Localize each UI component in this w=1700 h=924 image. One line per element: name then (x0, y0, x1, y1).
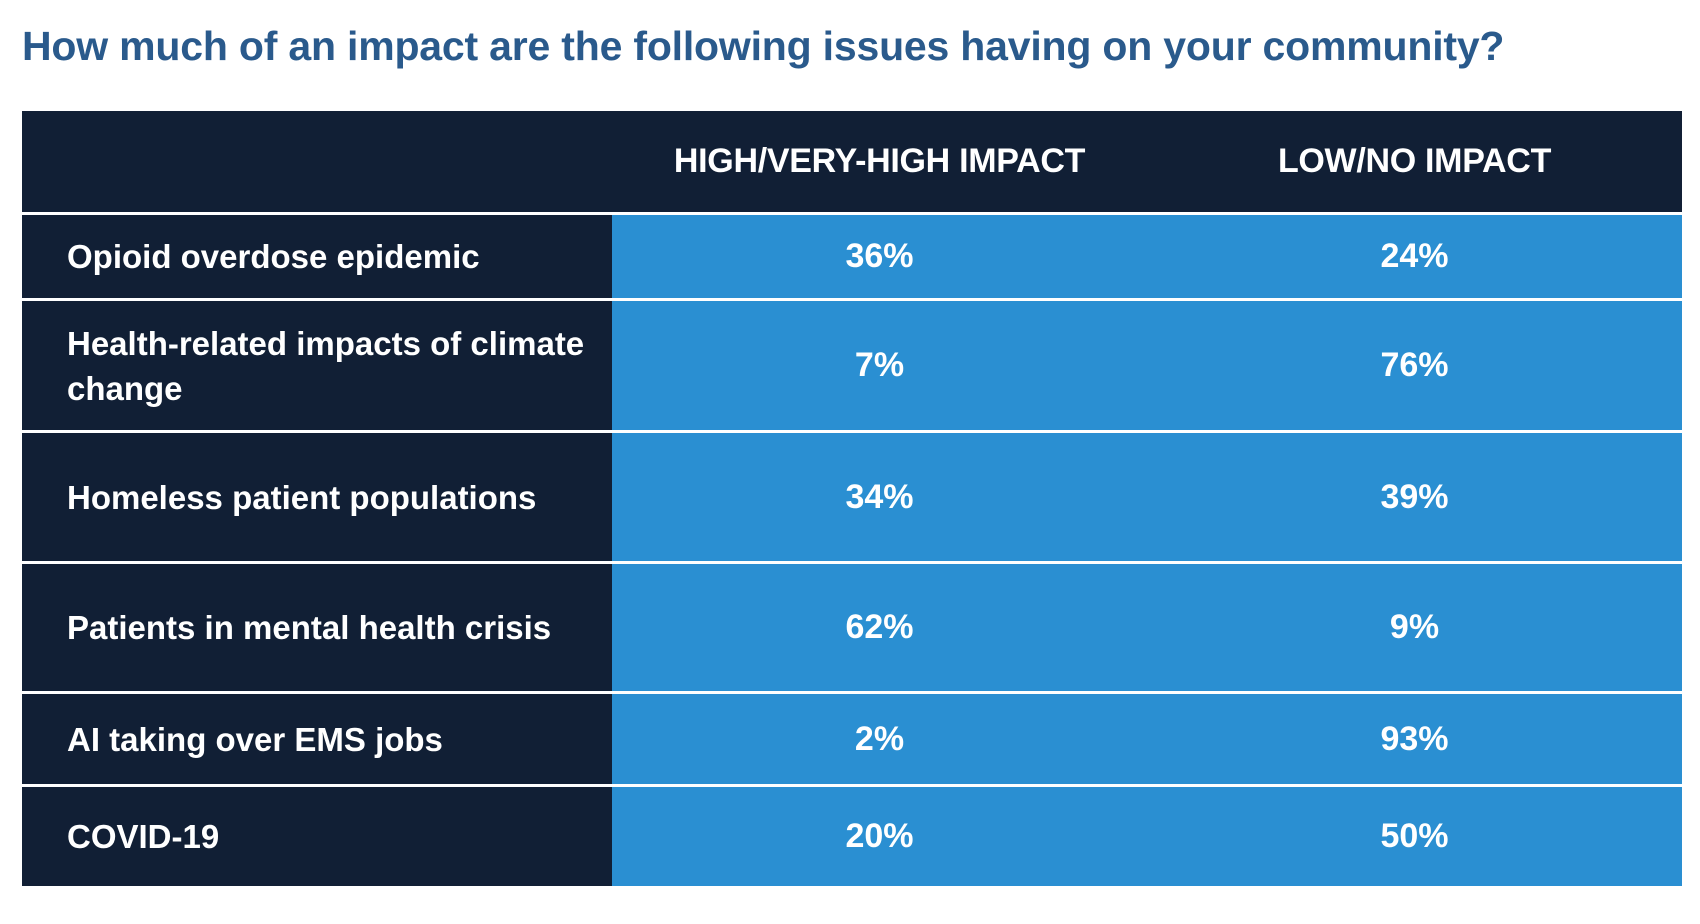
value-high: 2% (612, 694, 1147, 784)
row-label: AI taking over EMS jobs (22, 694, 612, 784)
row-label: Homeless patient populations (22, 433, 612, 561)
table-row: COVID-19 20% 50% (22, 787, 1682, 886)
header-empty-cell (22, 111, 612, 212)
value-low: 76% (1147, 301, 1682, 430)
table-row: AI taking over EMS jobs 2% 93% (22, 694, 1682, 784)
table-row: Health-related impacts of climate change… (22, 301, 1682, 430)
value-low: 9% (1147, 564, 1682, 691)
page-title: How much of an impact are the following … (22, 23, 1505, 69)
table-row: Opioid overdose epidemic 36% 24% (22, 215, 1682, 298)
value-high: 62% (612, 564, 1147, 691)
value-low: 50% (1147, 787, 1682, 886)
value-high: 34% (612, 433, 1147, 561)
row-label: Health-related impacts of climate change (22, 301, 612, 430)
table-row: Patients in mental health crisis 62% 9% (22, 564, 1682, 691)
row-label: COVID-19 (22, 787, 612, 886)
column-header-high: HIGH/VERY-HIGH IMPACT (673, 142, 1086, 180)
column-header-low: LOW/NO IMPACT (1277, 142, 1552, 180)
value-high: 20% (612, 787, 1147, 886)
row-label: Patients in mental health crisis (22, 564, 612, 691)
value-high: 7% (612, 301, 1147, 430)
value-low: 39% (1147, 433, 1682, 561)
value-high: 36% (612, 215, 1147, 298)
value-low: 24% (1147, 215, 1682, 298)
table-header-row: HIGH/VERY-HIGH IMPACT LOW/NO IMPACT (22, 111, 1682, 212)
value-low: 93% (1147, 694, 1682, 784)
row-label: Opioid overdose epidemic (22, 215, 612, 298)
impact-table: HIGH/VERY-HIGH IMPACT LOW/NO IMPACT Opio… (22, 111, 1682, 889)
table-row: Homeless patient populations 34% 39% (22, 433, 1682, 561)
